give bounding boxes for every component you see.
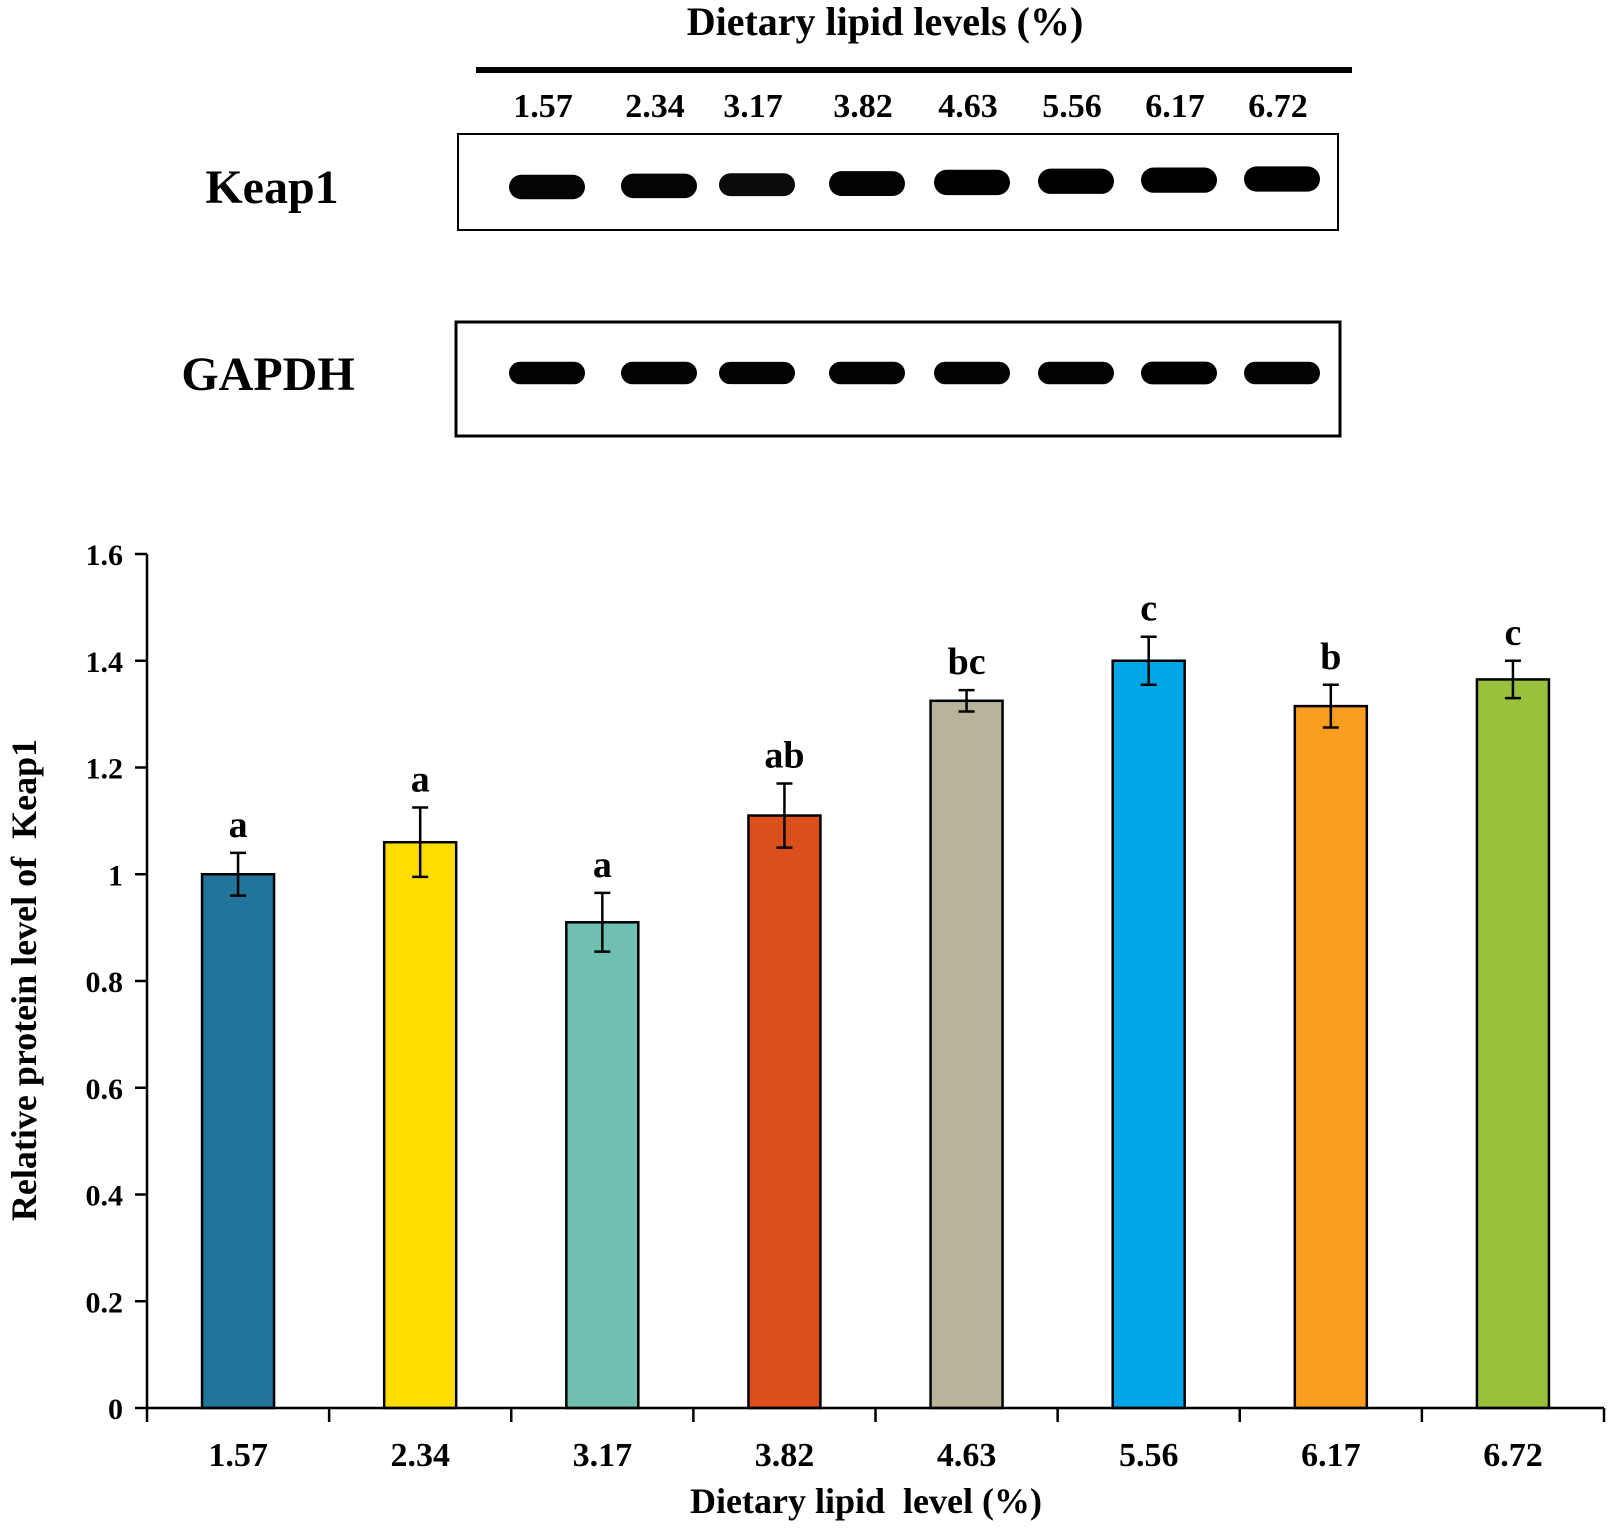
y-tick-label: 1 [108,859,123,892]
bar [565,921,640,1410]
error-bars [230,635,1521,953]
x-tick-label: 5.56 [1119,1437,1179,1474]
blot-lane-labels: 1.57 2.34 3.17 3.82 4.63 5.56 6.17 6.72 [513,88,1308,125]
y-tick-label: 0.8 [86,966,124,999]
blot-band [829,361,905,385]
blot-lane-label: 1.57 [513,88,573,125]
blot-band [934,361,1010,385]
blot-band [1244,166,1320,192]
bar [382,840,458,1410]
bar-series [200,659,1551,1410]
blot-band [934,169,1010,196]
blot-band [621,361,697,385]
x-tick-label: 2.34 [390,1437,450,1474]
blot-band [1038,361,1114,385]
bar [1111,659,1186,1410]
blot-bands-keap1 [509,166,1320,200]
blot-lane-label: 6.17 [1145,88,1205,125]
blot-lane-label: 3.17 [723,88,783,125]
y-axis-label: Relative protein level of Keap1 [4,739,44,1221]
blot-lane-label: 3.82 [833,88,893,125]
x-tick-label: 1.57 [208,1437,268,1474]
blot-band [1141,167,1217,193]
bar [200,873,276,1410]
blot-band [509,361,585,385]
x-tick-label: 6.72 [1483,1437,1543,1474]
blot-bands-gapdh [509,361,1320,385]
significance-label: bc [948,641,986,683]
blot-row-label-gapdh: GAPDH [181,348,354,401]
blot-band [1038,168,1114,194]
blot-lane-label: 2.34 [625,88,685,125]
blot-lane-label: 4.63 [938,88,998,125]
bar [747,814,822,1410]
blot-band [621,173,697,199]
blot-header: Dietary lipid levels (%) [687,0,1084,44]
y-axis-ticks: 0 0.2 0.4 0.6 0.8 1 1.2 1.4 1.6 [86,539,147,1426]
significance-label: ab [764,735,804,777]
y-tick-label: 0.4 [86,1180,124,1213]
blot-row-label-keap1: Keap1 [205,161,338,214]
bar [1293,704,1369,1410]
significance-label: c [1140,588,1157,630]
blot-band [509,174,585,200]
x-axis-label: Dietary lipid level (%) [690,1481,1042,1521]
significance-label: c [1505,612,1522,654]
x-tick-label: 3.17 [573,1437,633,1474]
blot-lane-label: 5.56 [1042,88,1102,125]
x-tick-label: 3.82 [755,1437,815,1474]
bar [929,699,1004,1410]
significance-label: b [1320,636,1341,678]
significance-label: a [593,844,612,886]
blot-band [719,173,795,197]
blot-lane-label: 6.72 [1248,88,1308,125]
y-tick-label: 1.2 [86,753,124,786]
blot-band [1244,361,1320,385]
significance-label: a [411,759,430,801]
blot-band [719,361,795,385]
x-axis-ticks: 1.57 2.34 3.17 3.82 4.63 5.56 6.17 6.72 [145,1408,1606,1474]
blot-band [1141,361,1217,385]
x-tick-label: 6.17 [1301,1437,1361,1474]
significance-label: a [229,804,248,846]
y-tick-label: 0.6 [86,1073,124,1106]
y-tick-label: 1.6 [86,539,124,572]
bar [1475,678,1551,1410]
x-tick-label: 4.63 [937,1437,997,1474]
y-tick-label: 0.2 [86,1286,124,1319]
y-tick-label: 1.4 [86,646,124,679]
western-blot-panel: Dietary lipid levels (%) 1.57 2.34 3.17 3.8… [181,0,1352,438]
blot-band [829,171,905,197]
y-tick-label: 0 [108,1393,123,1426]
